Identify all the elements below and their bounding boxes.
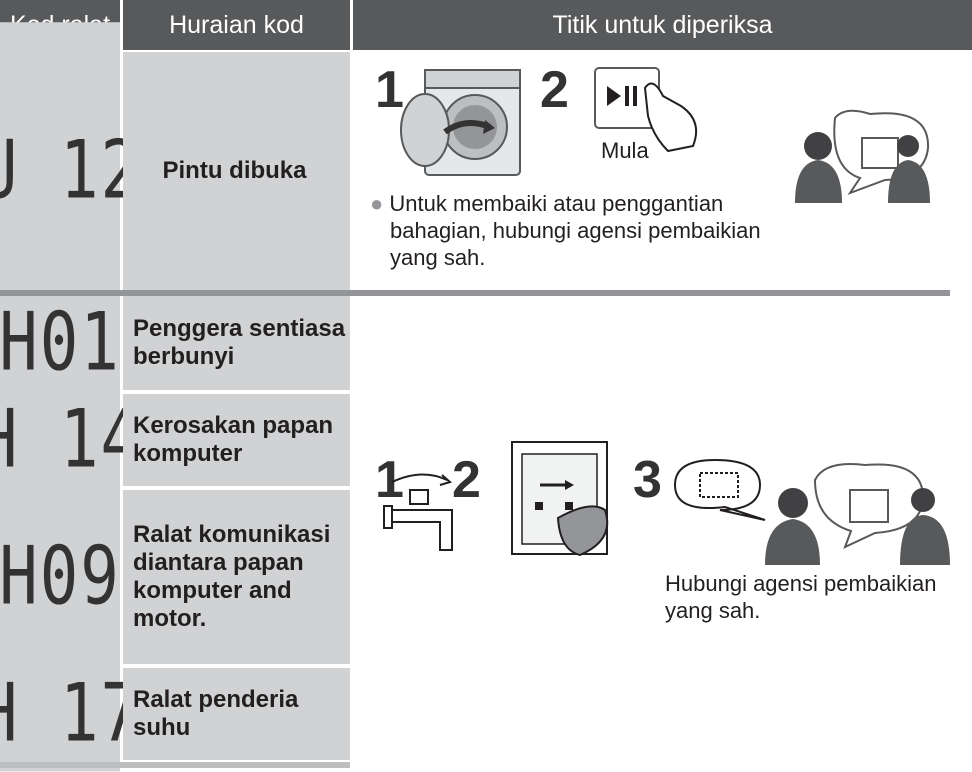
step-number: 3 (633, 451, 662, 509)
error-code: H 17 (0, 656, 139, 772)
error-description: Kerosakan papan komputer (123, 394, 350, 486)
tap-illustration (383, 473, 453, 551)
button-label: Mula (601, 138, 649, 163)
header-cell: Huraian kod (123, 0, 350, 50)
check-note: Hubungi agensi pembaikian yang sah. (665, 571, 937, 623)
row-separator (0, 290, 950, 296)
error-description: Pintu dibuka (123, 52, 350, 290)
error-description: Ralat penderia suhu (123, 668, 350, 760)
error-description: Penggera sentiasa berbunyi (123, 296, 350, 390)
header-cell: Titik untuk diperiksa (353, 0, 972, 50)
error-code: U 12 (0, 22, 139, 320)
technician-illustration (795, 109, 930, 203)
row-separator (0, 762, 350, 768)
error-code: H01 (0, 284, 120, 402)
socket-illustration (511, 441, 609, 557)
start-button-illustration (594, 67, 697, 153)
check-note: ● Untuk membaiki atau penggantian bahagi… (370, 190, 800, 271)
note-text: Untuk membaiki atau penggantian bahagian… (389, 191, 761, 270)
bullet: ● (370, 191, 390, 216)
step-number: 2 (452, 451, 481, 509)
error-description: Ralat komunikasi diantara papan komputer… (123, 490, 350, 664)
step-number: 1 (375, 61, 404, 119)
error-code: H09 (0, 468, 120, 686)
washing-machine-illustration (400, 69, 521, 176)
call-technician-illustration (673, 458, 950, 565)
step-number: 2 (540, 61, 569, 119)
